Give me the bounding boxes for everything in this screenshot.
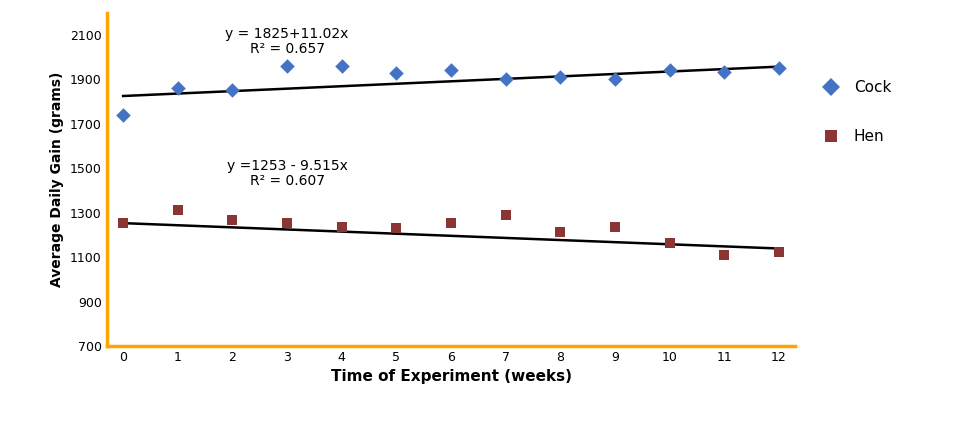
Point [716,252,732,258]
Point [661,239,676,246]
Point [770,248,786,255]
Point [333,224,349,230]
Text: R² = 0.657: R² = 0.657 [249,42,325,56]
Point [333,62,349,69]
Point [716,68,732,75]
Point [115,219,131,226]
X-axis label: Time of Experiment (weeks): Time of Experiment (weeks) [330,369,571,384]
Point [497,76,513,83]
Text: y = 1825+11.02x: y = 1825+11.02x [225,27,349,41]
Point [443,67,458,74]
Point [389,69,404,76]
Point [170,207,185,214]
Point [389,225,404,232]
Point [552,74,568,81]
Text: y =1253 - 9.515x: y =1253 - 9.515x [227,160,347,173]
Text: R² = 0.607: R² = 0.607 [249,174,325,188]
Legend: Cock, Hen: Cock, Hen [815,80,891,144]
Point [225,87,240,94]
Point [552,228,568,235]
Point [607,224,622,230]
Point [115,111,131,118]
Y-axis label: Average Daily Gain (grams): Average Daily Gain (grams) [50,72,64,287]
Point [279,219,295,226]
Point [497,211,513,218]
Point [607,76,622,83]
Point [225,217,240,224]
Point [661,67,676,74]
Point [170,85,185,92]
Point [443,219,458,226]
Point [770,65,786,72]
Point [279,62,295,69]
